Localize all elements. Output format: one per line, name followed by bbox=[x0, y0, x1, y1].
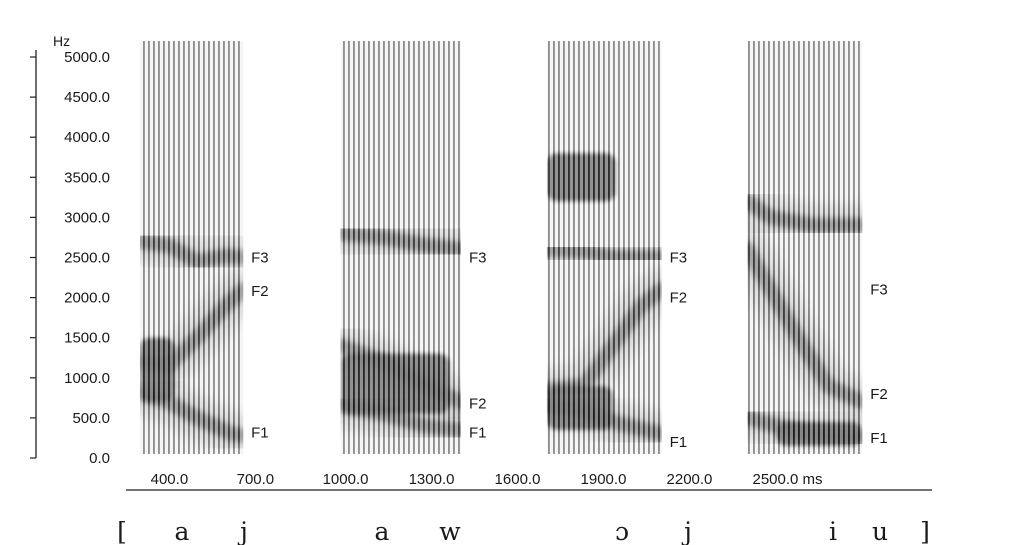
y-tick-label: 1000.0 bbox=[64, 370, 110, 387]
formant-label-f2: F2 bbox=[870, 386, 888, 403]
utterance-token: F1 F2 F3 bbox=[340, 40, 487, 454]
x-tick-label: 400.0 bbox=[151, 471, 189, 488]
ipa-segment: ɔ bbox=[615, 517, 629, 545]
x-tick-label: 1000.0 bbox=[323, 471, 369, 488]
y-tick-label: 0.0 bbox=[89, 450, 110, 467]
x-tick-label: 1600.0 bbox=[495, 471, 541, 488]
formant-label-f2: F2 bbox=[469, 395, 487, 412]
ipa-segment: [ bbox=[117, 517, 127, 545]
y-tick-label: 2000.0 bbox=[64, 290, 110, 307]
glottal-striations bbox=[340, 40, 461, 454]
y-tick-label: 2500.0 bbox=[64, 250, 110, 267]
glottal-striations bbox=[747, 40, 863, 454]
ipa-segment: a bbox=[175, 517, 190, 545]
y-tick-label: 4500.0 bbox=[64, 89, 110, 106]
ipa-segment: i bbox=[829, 517, 837, 545]
formant-label-f1: F1 bbox=[870, 430, 888, 447]
y-tick-label: 1500.0 bbox=[64, 330, 110, 347]
formant-label-f3: F3 bbox=[251, 250, 269, 267]
y-tick-label: 3000.0 bbox=[64, 209, 110, 226]
y-tick-label: 500.0 bbox=[72, 410, 110, 427]
utterance-token: F1 F2 F3 bbox=[546, 40, 688, 454]
ipa-segment: w bbox=[439, 517, 461, 545]
y-unit-label: Hz bbox=[53, 33, 70, 49]
formant-label-f3: F3 bbox=[870, 282, 888, 299]
formant-label-f1: F1 bbox=[251, 424, 269, 441]
formant-label-f3: F3 bbox=[469, 250, 487, 267]
glottal-striations bbox=[546, 40, 662, 454]
x-tick-label: 1900.0 bbox=[581, 471, 627, 488]
ipa-segment: j bbox=[237, 517, 248, 545]
spectrogram-tokens: F1 F2 F3 F1 F2 F3 F1 F2 F3 F1 F2 F3 [ a j a w ɔ j i u] bbox=[117, 40, 930, 545]
x-tick-label: 700.0 bbox=[237, 471, 275, 488]
formant-label-f2: F2 bbox=[670, 290, 688, 307]
glottal-striations bbox=[139, 40, 244, 454]
y-tick-label: 3500.0 bbox=[64, 169, 110, 186]
x-tick-label: 2200.0 bbox=[667, 471, 713, 488]
utterance-token: F1 F2 F3 bbox=[139, 40, 269, 454]
y-ticks: 0.0 500.0 1000.0 1500.0 2000.0 2500.0 3000.0 35… bbox=[30, 49, 110, 467]
x-tick-label: 1300.0 bbox=[409, 471, 455, 488]
formant-label-f2: F2 bbox=[251, 283, 269, 300]
x-tick-label: 2500.0 ms bbox=[753, 471, 823, 488]
x-ticks: 400.0 700.0 1000.0 1300.0 1600.0 1900.0 2200.0… bbox=[151, 471, 823, 488]
ipa-segment: u bbox=[872, 517, 888, 545]
ipa-segment: ] bbox=[920, 517, 930, 545]
axes: Hz 0.0 500.0 1000.0 1500.0 2000.0 2500.0 3000.… bbox=[30, 33, 932, 491]
y-tick-label: 5000.0 bbox=[64, 49, 110, 66]
formant-label-f3: F3 bbox=[670, 250, 688, 267]
ipa-segment: j bbox=[681, 517, 692, 545]
y-tick-label: 4000.0 bbox=[64, 129, 110, 146]
formant-label-f1: F1 bbox=[469, 424, 487, 441]
utterance-token: F1 F2 F3 bbox=[747, 40, 888, 454]
formant-label-f1: F1 bbox=[670, 434, 688, 451]
ipa-segment: a bbox=[375, 517, 390, 545]
